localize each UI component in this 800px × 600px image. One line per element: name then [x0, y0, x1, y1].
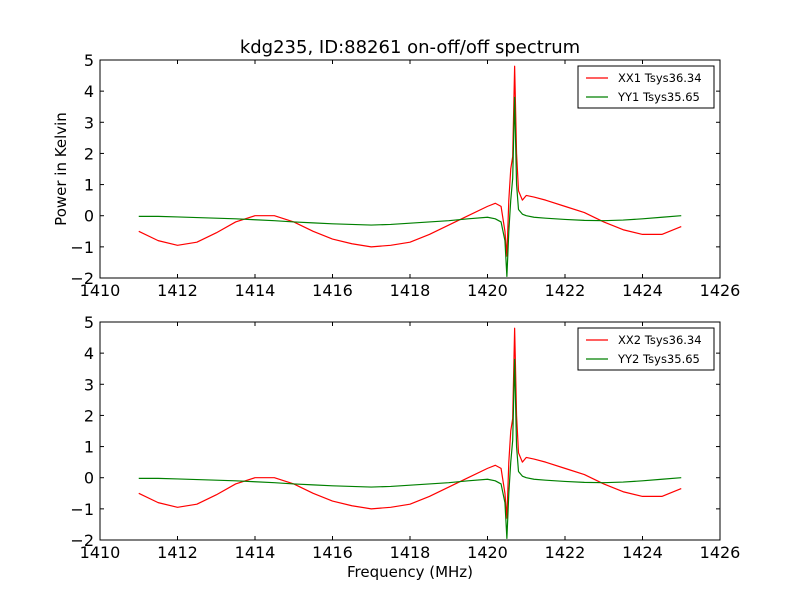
x-tick-label: 1426 [700, 281, 741, 300]
x-tick-label: 1420 [467, 543, 508, 562]
legend-label: YY2 Tsys35.65 [617, 352, 700, 366]
x-tick-label: 1424 [622, 281, 663, 300]
x-tick-label: 1418 [390, 281, 431, 300]
x-tick-label: 1422 [545, 281, 586, 300]
y-tick-label: 3 [84, 375, 94, 394]
x-tick-label: 1410 [80, 543, 121, 562]
x-tick-label: 1426 [700, 543, 741, 562]
x-tick-label: 1412 [157, 543, 198, 562]
legend-label: XX2 Tsys36.34 [618, 333, 702, 347]
x-tick-label: 1410 [80, 281, 121, 300]
y-tick-label: 5 [84, 313, 94, 332]
series-line-2-1 [138, 327, 682, 519]
y-tick-label: −2 [70, 269, 94, 288]
y-tick-label: 2 [84, 406, 94, 425]
x-tick-label: 1416 [312, 281, 353, 300]
legend-label: YY1 Tsys35.65 [617, 90, 700, 104]
y-tick-label: 0 [84, 469, 94, 488]
x-tick-label: 1412 [157, 281, 198, 300]
y-tick-label: 4 [84, 82, 94, 101]
y-tick-label: −2 [70, 531, 94, 550]
y-tick-label: −1 [70, 500, 94, 519]
y-tick-label: 1 [84, 438, 94, 457]
y-tick-label: −1 [70, 238, 94, 257]
y-tick-label: 3 [84, 113, 94, 132]
x-tick-label: 1422 [545, 543, 586, 562]
x-tick-label: 1420 [467, 281, 508, 300]
y-tick-label: 0 [84, 207, 94, 226]
chart-panel-1: 1410 1412 1414 1416 1418 1420 1422 1424 1426−2−1… [52, 51, 740, 300]
y-tick-label: 1 [84, 176, 94, 195]
y-axis-label: Power in Kelvin [52, 112, 70, 226]
x-axis-label: Frequency (MHz) [347, 563, 473, 581]
chart-panel-2: 1410 1412 1414 1416 1418 1420 1422 1424 1426−2−1… [70, 313, 740, 581]
figure-title: kdg235, ID:88261 on-off/off spectrum [240, 37, 580, 58]
x-tick-label: 1414 [235, 543, 276, 562]
plot-area-2 [138, 327, 682, 540]
y-tick-label: 5 [84, 51, 94, 70]
legend-box [577, 65, 715, 109]
series-line-2-2 [138, 358, 682, 540]
legend: XX2 Tsys36.34 YY2 Tsys35.65 [577, 327, 715, 371]
y-tick-label: 2 [84, 144, 94, 163]
legend-box [577, 327, 715, 371]
x-tick-label: 1414 [235, 281, 276, 300]
x-tick-label: 1424 [622, 543, 663, 562]
x-tick-label: 1418 [390, 543, 431, 562]
plot-area-1 [138, 65, 682, 278]
y-tick-label: 4 [84, 344, 94, 363]
series-line-1-2 [138, 96, 682, 278]
legend-label: XX1 Tsys36.34 [618, 71, 702, 85]
series-line-1-1 [138, 65, 682, 257]
x-tick-label: 1416 [312, 543, 353, 562]
legend: XX1 Tsys36.34 YY1 Tsys35.65 [577, 65, 715, 109]
